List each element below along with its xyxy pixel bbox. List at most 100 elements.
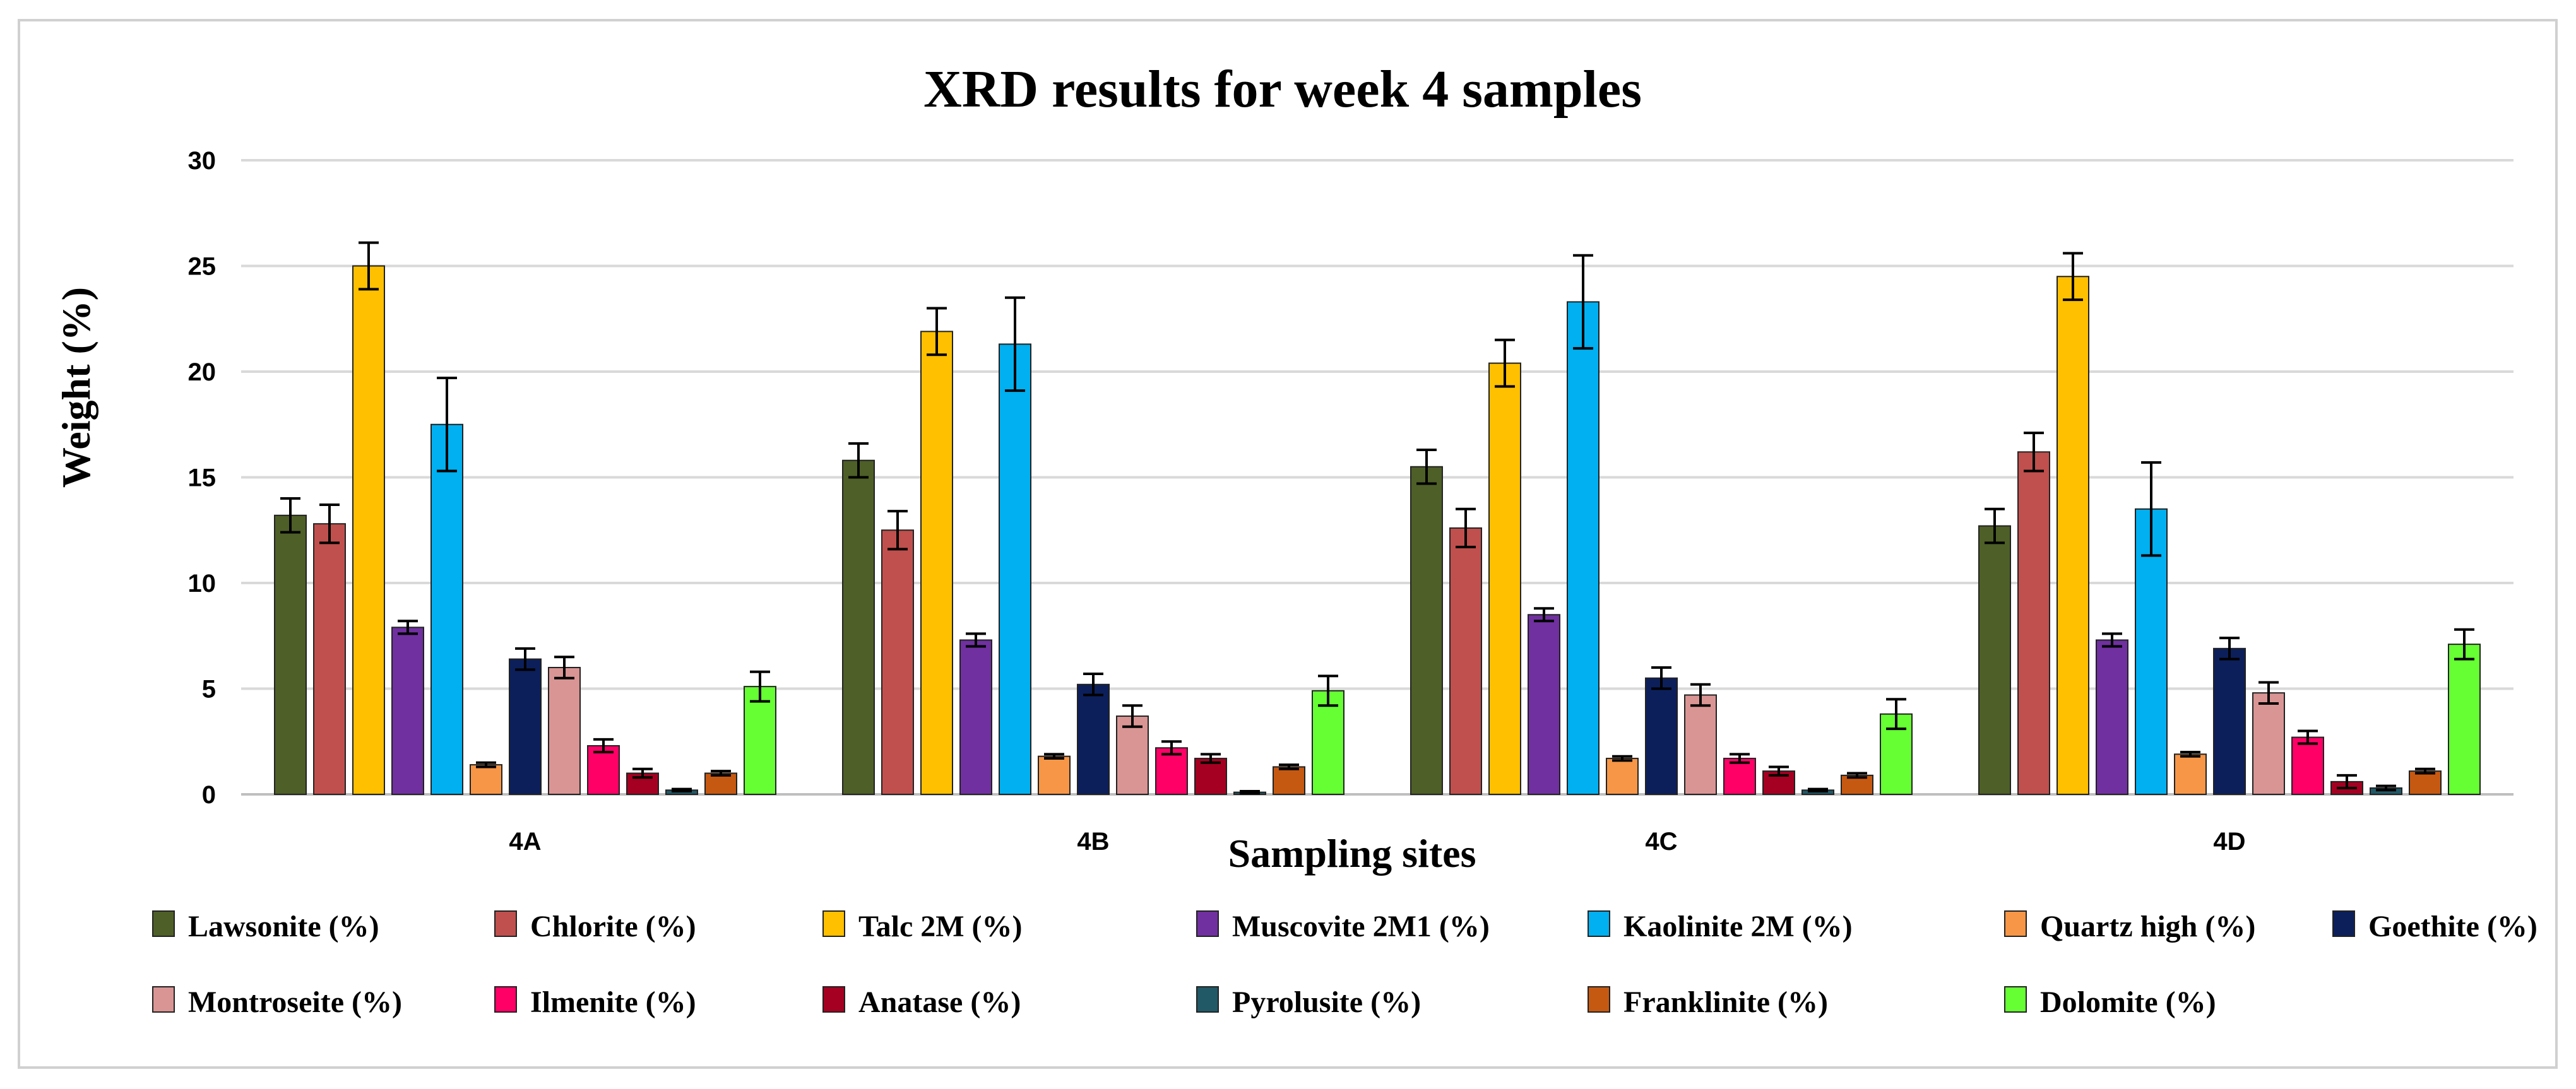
bar — [1606, 758, 1639, 796]
error-bar — [672, 787, 692, 792]
y-axis-ticks: 0 5 10 15 20 25 30 — [188, 147, 217, 809]
legend-item: Muscovite 2M1 (%) — [1196, 910, 1490, 943]
error-bar — [554, 656, 574, 680]
y-tick-label: 10 — [188, 570, 217, 597]
bar — [1312, 690, 1344, 795]
legend-label: Lawsonite (%) — [188, 910, 379, 943]
error-bar — [2063, 252, 2083, 302]
bar — [1567, 301, 1600, 795]
error-bar — [1456, 507, 1476, 549]
legend-label: Chlorite (%) — [530, 910, 696, 943]
error-bar — [1808, 787, 1828, 792]
bar — [2291, 736, 2324, 796]
legend-swatch — [1196, 910, 1219, 937]
legend-swatch — [2004, 986, 2027, 1013]
error-bar — [1534, 607, 1554, 623]
bar — [2252, 692, 2285, 795]
legend-swatch — [1588, 986, 1610, 1013]
bar — [1410, 466, 1443, 795]
x-axis-label: Sampling sites — [1228, 831, 1476, 876]
bar — [470, 764, 502, 795]
error-bar — [1769, 765, 1789, 777]
error-bar — [2258, 681, 2279, 705]
bar — [2057, 276, 2089, 795]
error-bar — [1083, 673, 1103, 697]
legend-label: Goethite (%) — [2368, 910, 2537, 943]
legend-item: Dolomite (%) — [2004, 986, 2216, 1019]
error-bar — [2141, 461, 2161, 557]
error-bar — [1201, 753, 1221, 764]
bar — [1978, 525, 2011, 795]
bar — [430, 423, 463, 795]
x-axis-ticks: 4A 4B 4C 4D — [509, 828, 2245, 856]
x-tick-label: 4C — [1645, 828, 1677, 856]
legend-label: Quartz high (%) — [2040, 910, 2255, 943]
legend-swatch — [2332, 910, 2355, 937]
bar — [1723, 758, 1756, 796]
y-tick-label: 0 — [202, 781, 216, 809]
error-bar — [2024, 432, 2044, 473]
error-bar — [2180, 751, 2200, 758]
error-bar — [359, 241, 379, 291]
gridlines — [241, 159, 2514, 796]
bar — [1194, 758, 1227, 796]
error-bar — [966, 632, 986, 648]
y-tick-label: 5 — [202, 676, 216, 703]
bar — [2448, 644, 2481, 796]
bar — [509, 658, 542, 795]
error-bar — [1279, 763, 1299, 770]
chart-frame: XRD results for week 4 samples 0 5 10 15 20 2… — [18, 19, 2558, 1069]
bar — [1449, 527, 1482, 796]
bar — [352, 265, 385, 795]
bar — [274, 514, 307, 795]
error-bar — [1886, 698, 1906, 731]
chart: XRD results for week 4 samples 0 5 10 15 20 2… — [54, 60, 2537, 1019]
legend-item: Montroseite (%) — [152, 986, 402, 1019]
bar — [1155, 747, 1188, 796]
legend-swatch — [494, 910, 517, 937]
legend-swatch — [494, 986, 517, 1013]
legend-label: Talc 2M (%) — [858, 910, 1023, 943]
bar — [1116, 715, 1149, 796]
error-bar — [2376, 784, 2396, 792]
y-tick-label: 15 — [188, 464, 217, 492]
bar — [704, 772, 737, 795]
legend: Lawsonite (%) Chlorite (%) Talc 2M (%) Musc… — [152, 910, 2537, 1019]
error-bar — [1651, 666, 1671, 690]
legend-item: Anatase (%) — [822, 986, 1021, 1019]
legend-item: Ilmenite (%) — [494, 986, 696, 1019]
legend-item: Chlorite (%) — [494, 910, 696, 943]
bar — [2096, 639, 2128, 796]
legend-item: Quartz high (%) — [2004, 910, 2255, 943]
error-bar — [1612, 755, 1632, 762]
legend-item: Talc 2M (%) — [822, 910, 1023, 943]
error-bar — [711, 770, 731, 777]
legend-item: Franklinite (%) — [1588, 986, 1828, 1019]
error-bar — [515, 647, 535, 671]
legend-item: Goethite (%) — [2332, 910, 2537, 943]
legend-label: Kaolinite 2M (%) — [1623, 910, 1853, 943]
bar — [1273, 766, 1305, 795]
y-tick-label: 25 — [188, 253, 217, 281]
bar — [313, 523, 346, 795]
legend-item: Pyrolusite (%) — [1196, 986, 1421, 1019]
error-bar — [1730, 753, 1750, 764]
error-bar — [2102, 632, 2122, 648]
bar — [2017, 451, 2050, 795]
error-bar — [2454, 628, 2474, 661]
bar — [2409, 770, 2442, 796]
bar — [881, 529, 914, 795]
bar — [1488, 362, 1521, 795]
error-bar — [2298, 729, 2318, 745]
error-bar — [437, 377, 457, 473]
bar — [920, 331, 953, 796]
x-tick-label: 4B — [1077, 828, 1109, 856]
bar — [1528, 614, 1560, 795]
error-bar — [2337, 774, 2357, 789]
error-bar — [1573, 254, 1593, 350]
legend-swatch — [1588, 910, 1610, 937]
error-bar — [750, 670, 770, 703]
bar — [1645, 677, 1678, 795]
error-bar — [476, 761, 496, 768]
bar — [744, 686, 776, 796]
